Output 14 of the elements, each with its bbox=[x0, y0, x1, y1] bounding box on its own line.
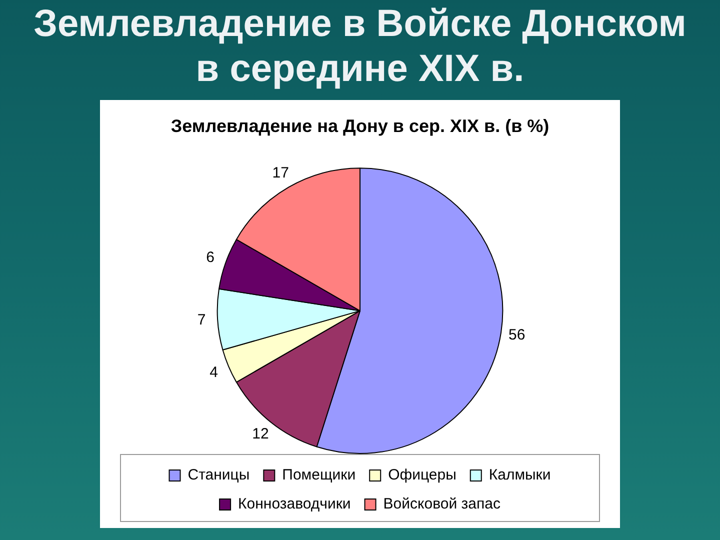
chart-title: Землевладение в Войске Донском в середине XIX в. bbox=[32, 2, 688, 92]
chart-subtitle: Землевладение на Дону в сер. XIX в. (в %) bbox=[170, 116, 550, 136]
legend-label: Коннозаводчики bbox=[238, 496, 351, 513]
legend-label: Помещики bbox=[282, 466, 356, 484]
data-label: 56 bbox=[508, 326, 526, 344]
data-label: 7 bbox=[197, 312, 206, 329]
data-label: 6 bbox=[206, 249, 214, 266]
legend-label: Станицы bbox=[188, 466, 250, 484]
data-label: 12 bbox=[252, 426, 269, 443]
data-label: 4 bbox=[210, 364, 218, 381]
legend-label: Калмыки bbox=[488, 466, 551, 484]
legend-label: Войсковой запас bbox=[383, 496, 501, 513]
data-label: 17 bbox=[272, 164, 289, 182]
legend-label: Офицеры bbox=[388, 466, 456, 484]
